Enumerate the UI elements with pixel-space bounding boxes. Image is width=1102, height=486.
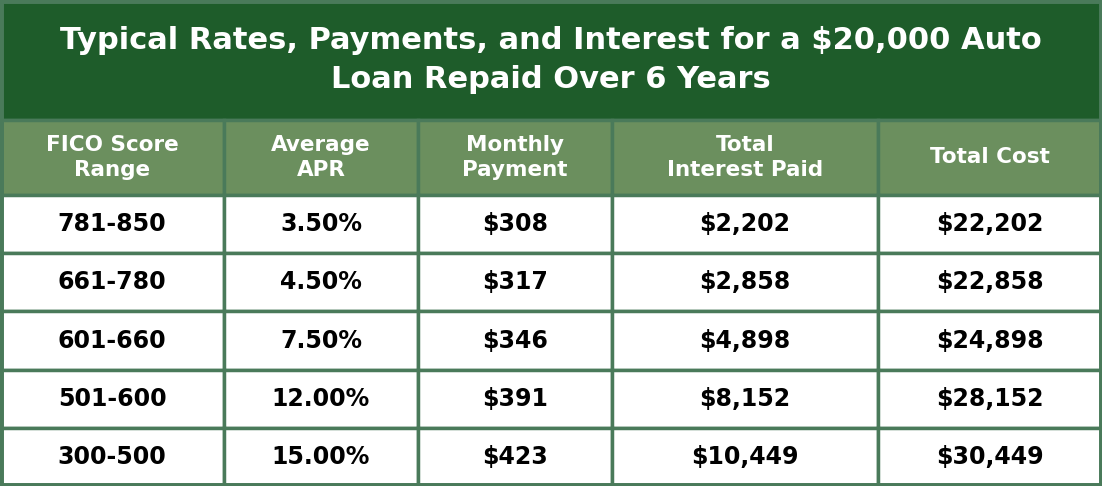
Bar: [418, 428, 612, 486]
Text: Average
APR: Average APR: [271, 135, 370, 180]
Bar: [224, 370, 418, 428]
Bar: [612, 253, 878, 312]
Bar: [0, 195, 224, 253]
Text: 3.50%: 3.50%: [280, 212, 361, 236]
Bar: [224, 312, 418, 370]
Bar: [224, 253, 418, 312]
Text: $22,202: $22,202: [937, 212, 1044, 236]
Bar: [224, 195, 418, 253]
Text: $423: $423: [482, 445, 548, 469]
Bar: [878, 253, 1102, 312]
Text: 661-780: 661-780: [57, 270, 166, 295]
Bar: [612, 428, 878, 486]
Text: $30,449: $30,449: [937, 445, 1044, 469]
Bar: [418, 312, 612, 370]
Text: Total Cost: Total Cost: [930, 147, 1050, 168]
Text: 781-850: 781-850: [57, 212, 166, 236]
Text: $2,858: $2,858: [699, 270, 790, 295]
Bar: [878, 120, 1102, 195]
Bar: [418, 195, 612, 253]
Bar: [612, 312, 878, 370]
Text: 12.00%: 12.00%: [272, 387, 370, 411]
Text: 601-660: 601-660: [57, 329, 166, 352]
Bar: [612, 120, 878, 195]
Text: 4.50%: 4.50%: [280, 270, 361, 295]
Bar: [878, 312, 1102, 370]
Bar: [612, 195, 878, 253]
Text: $10,449: $10,449: [691, 445, 799, 469]
Bar: [224, 428, 418, 486]
Text: $391: $391: [482, 387, 548, 411]
Text: $28,152: $28,152: [937, 387, 1044, 411]
Text: $8,152: $8,152: [699, 387, 790, 411]
Text: $4,898: $4,898: [699, 329, 790, 352]
Bar: [0, 370, 224, 428]
Bar: [418, 253, 612, 312]
Text: $22,858: $22,858: [937, 270, 1044, 295]
Text: $308: $308: [482, 212, 548, 236]
Text: Monthly
Payment: Monthly Payment: [462, 135, 568, 180]
Text: $24,898: $24,898: [937, 329, 1044, 352]
Text: $346: $346: [482, 329, 548, 352]
Text: 15.00%: 15.00%: [272, 445, 370, 469]
Bar: [878, 370, 1102, 428]
Text: Total
Interest Paid: Total Interest Paid: [667, 135, 823, 180]
Text: 501-600: 501-600: [57, 387, 166, 411]
Text: FICO Score
Range: FICO Score Range: [45, 135, 179, 180]
Bar: [0, 312, 224, 370]
Bar: [0, 0, 1102, 120]
Bar: [418, 370, 612, 428]
Bar: [878, 428, 1102, 486]
Text: $2,202: $2,202: [700, 212, 790, 236]
Bar: [612, 370, 878, 428]
Text: $317: $317: [482, 270, 548, 295]
Bar: [878, 195, 1102, 253]
Text: Typical Rates, Payments, and Interest for a $20,000 Auto
Loan Repaid Over 6 Year: Typical Rates, Payments, and Interest fo…: [61, 26, 1041, 94]
Bar: [0, 120, 224, 195]
Bar: [0, 253, 224, 312]
Text: 300-500: 300-500: [57, 445, 166, 469]
Text: 7.50%: 7.50%: [280, 329, 361, 352]
Bar: [0, 428, 224, 486]
Bar: [418, 120, 612, 195]
Bar: [224, 120, 418, 195]
